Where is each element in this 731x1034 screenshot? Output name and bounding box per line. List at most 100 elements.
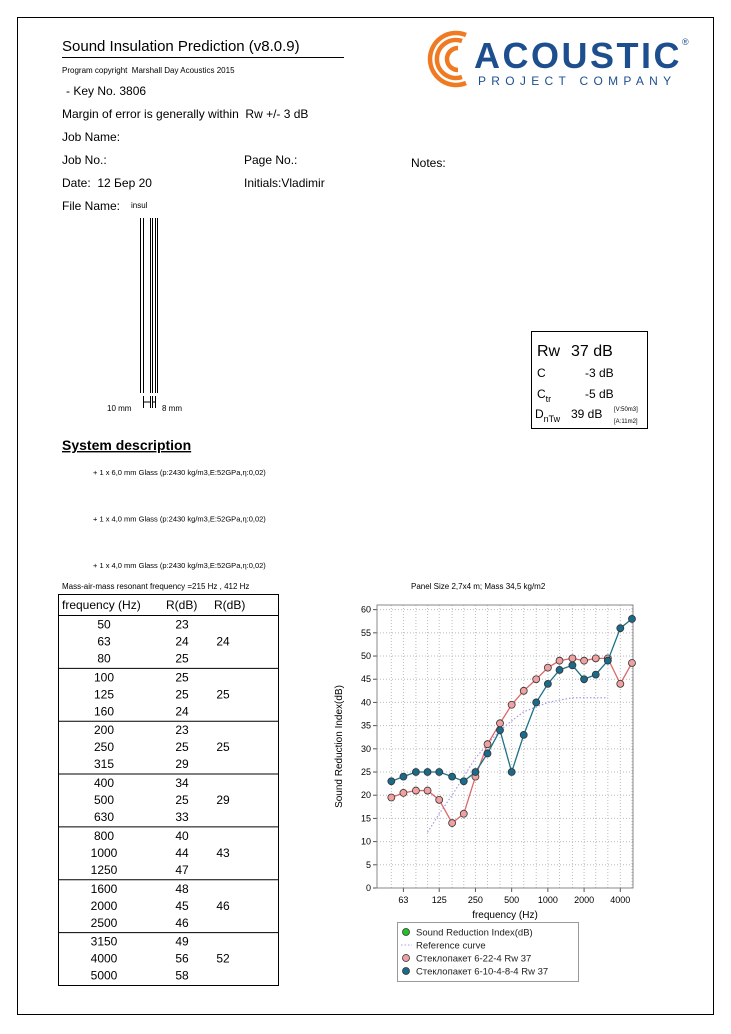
key-no: - Key No. 3806 (66, 84, 146, 98)
data-point (435, 768, 444, 776)
data-point (628, 659, 636, 667)
table-cell: 24 (175, 704, 189, 718)
notes: Notes: (411, 156, 446, 170)
data-point (471, 768, 480, 776)
y-tick-label: 10 (361, 837, 371, 847)
layer: + 1 x 4,0 mm Glass (p:2430 kg/m3,E:52GPa… (93, 515, 266, 524)
table-cell: 25 (175, 793, 189, 807)
table-cell: 40 (175, 829, 189, 843)
x-tick-label: 250 (468, 895, 483, 905)
table-cell: 47 (175, 863, 189, 877)
y-tick-label: 0 (366, 883, 371, 893)
rating-box (531, 331, 648, 429)
table-cell: 25 (216, 687, 230, 701)
table-cell: 46 (175, 916, 189, 930)
plot-frame (376, 604, 634, 889)
logo-name: ACOUSTIC (474, 35, 682, 76)
data-point (448, 772, 457, 781)
table-cell: 25 (175, 670, 189, 684)
data-point (603, 656, 612, 665)
layer: + 1 x 4,0 mm Glass (p:2430 kg/m3,E:52GPa… (93, 561, 266, 570)
table-cell: 58 (175, 969, 189, 983)
dntw-value: 39 dB (571, 407, 602, 421)
x-tick-label: 2000 (574, 895, 594, 905)
legend-label: Стеклопакет 6-10-4-8-4 Rw 37 (416, 967, 548, 978)
table-cell: 23 (175, 723, 189, 737)
table-cell: 43 (216, 846, 230, 860)
table-cell: 2000 (91, 899, 118, 913)
file-name: insul (131, 201, 148, 210)
table-cell: 100 (94, 670, 114, 684)
logo-arc (434, 37, 463, 81)
table-cell: 29 (216, 793, 230, 807)
data-point (519, 686, 528, 695)
data-point (507, 768, 516, 776)
legend-label: Reference curve (416, 941, 486, 952)
job-name: Job Name: (62, 130, 120, 144)
dim-label: 10 mm (107, 404, 132, 413)
data-point (507, 700, 516, 709)
data-point (568, 661, 577, 670)
rw-label: Rw (537, 343, 561, 360)
wall-diagram (140, 218, 158, 408)
table-cell: 160 (94, 704, 114, 718)
data-point (411, 786, 420, 795)
data-point (459, 809, 468, 818)
doc-title: Sound Insulation Prediction (v8.0.9) (62, 38, 300, 55)
dntw-main: D (535, 407, 544, 421)
y-tick-label: 50 (361, 651, 371, 661)
data-point (387, 793, 396, 802)
table-cell: 315 (94, 757, 114, 771)
page-no: Page No.: (244, 153, 297, 167)
job-no: Job No.: (62, 153, 107, 167)
data-point (483, 740, 492, 749)
table-cell: 1600 (91, 882, 118, 896)
table-cell: 25 (175, 652, 189, 666)
table-cell: 1000 (91, 846, 118, 860)
data-point (543, 663, 552, 672)
table-cell: 52 (216, 952, 230, 966)
data-point (387, 777, 396, 786)
table-cell: 24 (175, 635, 189, 649)
ctr-label: Ctr (537, 387, 551, 404)
file-name-label: File Name: (62, 199, 120, 213)
table-cell: 44 (175, 846, 189, 860)
data-point (532, 675, 541, 684)
y-tick-label: 30 (361, 744, 371, 754)
data-point (580, 656, 588, 665)
logo-arc (427, 30, 467, 88)
data-point (399, 772, 408, 781)
y-tick-label: 5 (366, 860, 371, 870)
data-point (496, 726, 504, 735)
data-point (435, 795, 444, 804)
legend-marker (402, 967, 410, 975)
y-tick-label: 25 (361, 767, 371, 777)
data-point (591, 670, 600, 679)
system-heading: System description (62, 437, 191, 453)
table-cell: 49 (175, 935, 189, 949)
y-tick-label: 15 (361, 813, 371, 823)
table-cell: 25 (175, 687, 189, 701)
data-point (459, 777, 468, 786)
table-cell: 34 (175, 776, 189, 790)
table-cell: 33 (175, 810, 189, 824)
table-cell: 25 (216, 740, 230, 754)
logo-arc (444, 45, 459, 73)
legend-label: Стеклопакет 6-22-4 Rw 37 (416, 954, 531, 965)
table-cell: 1250 (91, 863, 118, 877)
y-axis-label: Sound Reduction Index(dB) (334, 685, 345, 808)
table-header: R(dB) (166, 598, 197, 612)
initials: Initials:Vladimir (244, 176, 325, 190)
layer: + 1 x 6,0 mm Glass (p:2430 kg/m3,E:52GPa… (93, 468, 266, 477)
table-cell: 5000 (91, 969, 118, 983)
data-point (616, 624, 625, 633)
rw-value: 37 dB (571, 343, 613, 360)
y-tick-label: 55 (361, 628, 371, 638)
x-tick-label: 4000 (610, 895, 630, 905)
data-point (568, 654, 577, 663)
volume: [V:50m3] (614, 407, 638, 413)
logo-tagline: PROJECT COMPANY (478, 74, 676, 88)
ctr-sub: tr (546, 394, 552, 404)
x-tick-label: 1000 (538, 895, 558, 905)
